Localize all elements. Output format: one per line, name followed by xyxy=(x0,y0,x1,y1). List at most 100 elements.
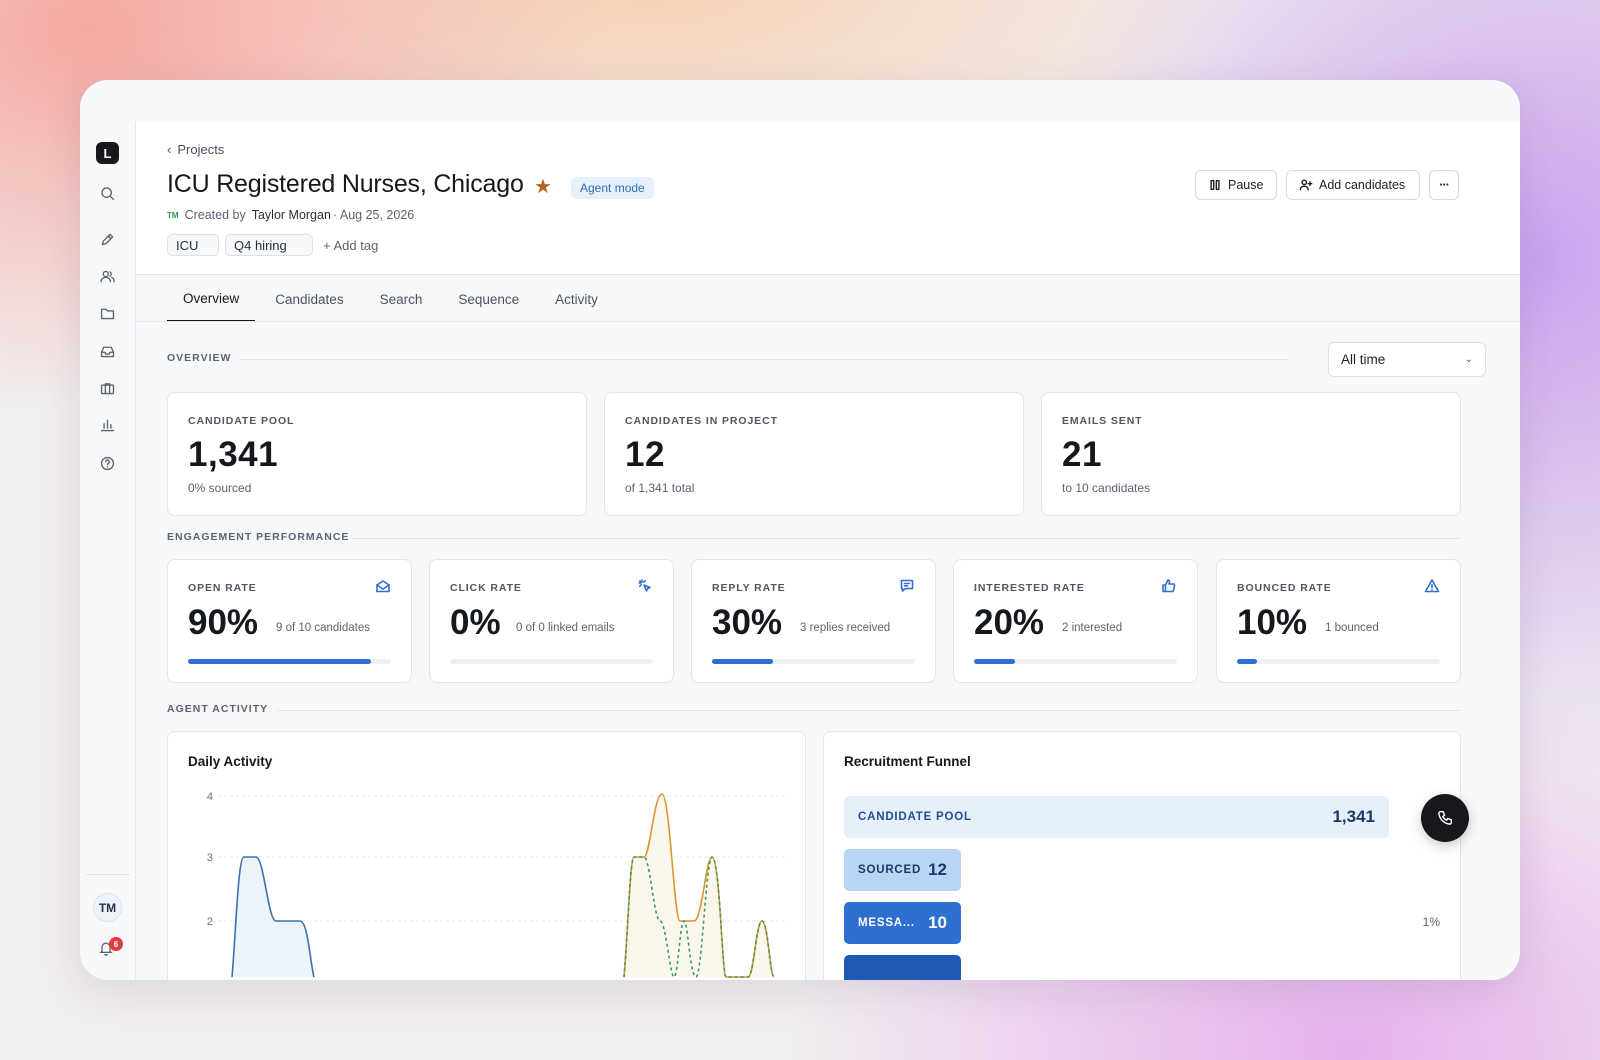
agent-activity-divider xyxy=(277,710,1461,711)
rate-subtext: 2 interested xyxy=(1062,622,1123,634)
phone-icon xyxy=(1438,810,1453,825)
cursor-click-icon xyxy=(637,578,655,596)
pen-icon[interactable] xyxy=(97,229,117,249)
folder-icon[interactable] xyxy=(97,303,117,323)
agent-activity-section-label: AGENT ACTIVITY xyxy=(167,703,269,715)
engagement-divider xyxy=(352,538,1461,539)
tag-icu[interactable]: ICU xyxy=(167,234,219,256)
candidate-pool-card: CANDIDATE POOL 1,341 0% sourced xyxy=(167,392,587,516)
thumbs-up-icon xyxy=(1161,578,1179,596)
click-rate-card: CLICK RATE 0% 0 of 0 linked emails xyxy=(429,559,674,683)
card-subtext: of 1,341 total xyxy=(625,481,695,495)
tab-candidates[interactable]: Candidates xyxy=(275,291,344,307)
series-area-orange xyxy=(624,794,774,977)
pause-button[interactable]: Pause xyxy=(1195,170,1277,200)
rate-progress-track xyxy=(188,659,391,664)
created-by-label: Created by xyxy=(184,208,246,222)
overview-section-label: OVERVIEW xyxy=(167,352,232,364)
breadcrumb-projects[interactable]: Projects xyxy=(177,142,225,157)
funnel-row-messaged[interactable]: MESSA... 10 xyxy=(844,902,961,944)
engagement-section-label: ENGAGEMENT PERFORMANCE xyxy=(167,531,350,543)
help-icon[interactable] xyxy=(97,453,117,473)
rate-progress-fill xyxy=(974,659,1015,664)
bounced-rate-card: BOUNCED RATE 10% 1 bounced xyxy=(1216,559,1461,683)
daily-activity-chart: 4 3 2 xyxy=(207,791,788,978)
card-value: 1,341 xyxy=(188,435,279,474)
card-value: 12 xyxy=(625,435,665,474)
add-tag-button[interactable]: + Add tag xyxy=(323,237,379,253)
rate-subtext: 3 replies received xyxy=(800,622,891,634)
panel-title: Daily Activity xyxy=(188,754,273,769)
funnel-row-candidate-pool[interactable]: CANDIDATE POOL 1,341 xyxy=(844,796,1389,838)
tab-bar: Overview Candidates Search Sequence Acti… xyxy=(167,276,618,322)
project-meta: TM Created by Taylor Morgan · Aug 25, 20… xyxy=(167,208,414,222)
tab-search[interactable]: Search xyxy=(379,291,423,307)
interested-rate-card: INTERESTED RATE 20% 2 interested xyxy=(953,559,1198,683)
series-line-blue xyxy=(231,856,315,978)
app-logo[interactable]: L xyxy=(96,142,119,164)
inbox-icon[interactable] xyxy=(97,341,117,361)
time-range-select[interactable]: All time ⌄ xyxy=(1328,342,1486,377)
rate-label: REPLY RATE xyxy=(712,582,786,594)
tab-sequence[interactable]: Sequence xyxy=(458,291,520,307)
funnel-value: 12 xyxy=(928,860,947,879)
rate-progress-fill xyxy=(712,659,773,664)
card-label: CANDIDATE POOL xyxy=(188,415,295,427)
tag-q4-hiring[interactable]: Q4 hiring xyxy=(225,234,313,256)
series-area-blue xyxy=(232,857,314,977)
page-title: ICU Registered Nurses, Chicago xyxy=(167,170,524,198)
star-icon[interactable]: ★ xyxy=(534,176,552,198)
creator-name[interactable]: Taylor Morgan xyxy=(251,208,331,222)
message-icon xyxy=(899,578,917,596)
rate-value: 10% xyxy=(1237,603,1308,642)
reply-rate-card: REPLY RATE 30% 3 replies received xyxy=(691,559,936,683)
chevron-down-icon: ⌄ xyxy=(1464,354,1473,365)
add-candidates-button[interactable]: Add candidates xyxy=(1286,170,1420,200)
breadcrumb[interactable]: ‹ Projects xyxy=(167,142,224,157)
tab-overview[interactable]: Overview xyxy=(167,276,256,322)
app-window: L TM 6 xyxy=(80,80,1520,980)
agent-mode-badge: Agent mode xyxy=(571,177,654,199)
add-user-icon xyxy=(1299,179,1313,191)
series-line-orange xyxy=(623,793,775,978)
funnel-row-next-stage[interactable] xyxy=(844,955,961,980)
pause-icon xyxy=(1210,179,1220,191)
user-avatar[interactable]: TM xyxy=(93,893,122,922)
rate-label: OPEN RATE xyxy=(188,582,257,594)
rate-progress-track xyxy=(1237,659,1440,664)
overview-divider xyxy=(240,359,1288,360)
funnel-value: 1,341 xyxy=(1332,807,1375,826)
emails-sent-card: EMAILS SENT 21 to 10 candidates xyxy=(1041,392,1461,516)
y-tick-label: 4 xyxy=(207,791,213,803)
open-rate-card: OPEN RATE 90% 9 of 10 candidates xyxy=(167,559,412,683)
chevron-left-icon: ‹ xyxy=(167,142,172,157)
briefcase-icon[interactable] xyxy=(97,378,117,398)
call-button[interactable] xyxy=(1421,794,1469,842)
users-icon[interactable] xyxy=(97,266,117,286)
tabs-divider xyxy=(136,321,1520,322)
rate-subtext: 0 of 0 linked emails xyxy=(516,622,615,634)
rate-label: BOUNCED RATE xyxy=(1237,582,1332,594)
add-candidates-label: Add candidates xyxy=(1319,178,1406,192)
project-header: ‹ Projects ICU Registered Nurses, Chicag… xyxy=(136,122,1520,275)
search-icon[interactable] xyxy=(97,183,117,203)
rate-progress-track xyxy=(974,659,1177,664)
funnel-percentage: 1% xyxy=(1422,915,1440,929)
rate-value: 90% xyxy=(188,603,259,642)
y-tick-label: 3 xyxy=(207,852,213,864)
card-subtext: to 10 candidates xyxy=(1062,481,1151,495)
rate-subtext: 1 bounced xyxy=(1325,622,1379,634)
time-range-value: All time xyxy=(1341,352,1386,367)
funnel-label: MESSA... xyxy=(858,917,915,929)
bell-icon[interactable] xyxy=(98,940,116,958)
rate-value: 20% xyxy=(974,603,1045,642)
rate-progress-track xyxy=(712,659,915,664)
rate-label: CLICK RATE xyxy=(450,582,522,594)
chart-icon[interactable] xyxy=(97,415,117,435)
funnel-row-sourced[interactable]: SOURCED 12 xyxy=(844,849,961,891)
tab-activity[interactable]: Activity xyxy=(555,291,598,307)
rate-progress-fill xyxy=(1237,659,1258,664)
funnel-value: 10 xyxy=(928,913,947,932)
more-options-button[interactable]: ··· xyxy=(1429,170,1459,200)
daily-activity-panel: Daily Activity 4 3 2 xyxy=(167,731,806,980)
